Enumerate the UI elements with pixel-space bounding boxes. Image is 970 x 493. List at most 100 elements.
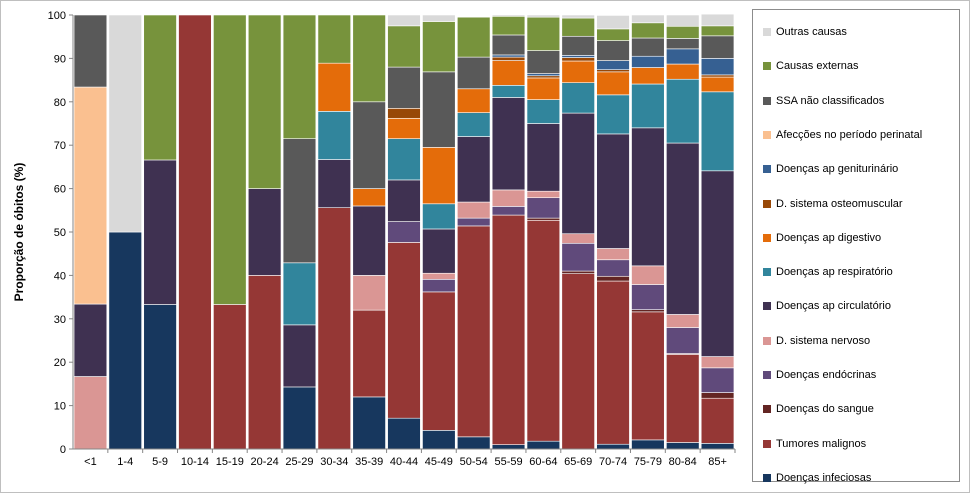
legend-swatch: [763, 96, 771, 105]
legend-label: Doenças do sangue: [776, 403, 874, 416]
legend-swatch: [763, 302, 771, 311]
bar-segment: [457, 56, 491, 90]
bar-segment: [491, 444, 526, 450]
bar-segment: [700, 367, 735, 393]
bar-segment: [73, 86, 108, 305]
x-tick-label: 10-14: [181, 456, 209, 468]
bar-segment: [108, 231, 142, 450]
bar-segment: [631, 55, 665, 68]
bar-segment: [387, 108, 421, 119]
bar-segment: [491, 97, 526, 191]
bar-segment: [561, 82, 595, 114]
legend-label: Outras causas: [776, 26, 847, 38]
bar-segment: [666, 354, 700, 443]
bar-segment: [108, 14, 142, 233]
y-tick-label: 20: [54, 357, 66, 369]
legend-label: Doenças ap respiratório: [776, 266, 893, 279]
bar-segment: [526, 217, 561, 221]
bar-segment: [666, 25, 700, 39]
bar-segment: [457, 16, 491, 58]
y-tick-label: 90: [54, 53, 66, 65]
legend-label: SSA não classificados: [776, 94, 885, 107]
bar-segment: [700, 35, 735, 59]
bar-segment: [143, 304, 177, 450]
bar-segment: [666, 14, 700, 27]
bars: [73, 13, 735, 450]
x-tick-label: 50-54: [460, 456, 488, 468]
x-tick-label: 25-29: [285, 456, 313, 468]
bar-segment: [561, 112, 595, 235]
bar-segment: [631, 22, 665, 39]
bar-segment: [596, 248, 630, 261]
bar-segment: [596, 60, 630, 70]
bar-segment: [491, 14, 526, 17]
bar-segment: [596, 71, 630, 96]
x-tick-label: 60-64: [529, 456, 557, 468]
bar-segment: [73, 14, 108, 88]
bar-segment: [282, 14, 317, 139]
y-tick-label: 50: [54, 227, 66, 239]
bar-segment: [387, 25, 421, 68]
legend-item: Tumores malignos: [763, 436, 866, 452]
legend-swatch: [763, 371, 771, 379]
y-axis-label: Proporção de óbitos (%): [12, 163, 26, 302]
bar-segment: [631, 83, 665, 129]
bar-segment: [213, 304, 247, 450]
bar-segment: [526, 14, 561, 18]
bar-segment: [352, 275, 386, 311]
bar-segment: [317, 111, 351, 160]
bar-segment: [700, 356, 735, 369]
legend-label: Doenças ap geniturinário: [776, 163, 899, 176]
bar-segment: [631, 439, 665, 450]
bar-segment: [596, 15, 630, 30]
bar-segment: [491, 54, 526, 58]
legend-item: Outras causas: [763, 24, 847, 40]
legend-label: D. sistema nervoso: [776, 334, 871, 347]
x-tick-label: 15-19: [216, 456, 244, 468]
x-tick-label: 55-59: [494, 456, 522, 468]
bar-segment: [700, 443, 735, 450]
bar-segment: [422, 228, 456, 274]
bar-segment: [457, 225, 491, 438]
bar-segment: [561, 35, 595, 56]
bar-segment: [457, 217, 491, 227]
bar-segment: [526, 99, 561, 124]
bar-segment: [247, 188, 282, 276]
bar-segment: [666, 63, 700, 80]
bar-segment: [387, 221, 421, 243]
legend-label: Causas externas: [776, 60, 859, 73]
bar-segment: [422, 203, 456, 230]
y-tick-label: 30: [54, 314, 66, 326]
bar-segment: [700, 392, 735, 399]
bar-segment: [526, 190, 561, 199]
bar-segment: [561, 60, 595, 84]
bar-segment: [596, 443, 630, 450]
bar-segment: [666, 327, 700, 354]
x-tick-label: 45-49: [425, 456, 453, 468]
bar-segment: [561, 57, 595, 62]
bar-segment: [700, 25, 735, 37]
bar-segment: [596, 40, 630, 61]
bar-segment: [596, 133, 630, 249]
bar-segment: [596, 94, 630, 135]
bar-segment: [596, 259, 630, 277]
legend-swatch: [763, 199, 771, 208]
bar-segment: [143, 14, 177, 161]
legend-item: Doenças endócrinas: [763, 367, 876, 383]
bar-segment: [631, 37, 665, 57]
bar-segment: [317, 62, 351, 112]
legend-label: Doenças ap digestivo: [776, 231, 882, 244]
bar-segment: [666, 38, 700, 50]
bar-segment: [352, 188, 386, 207]
bar-segment: [631, 67, 665, 85]
x-tick-label: 75-79: [634, 456, 662, 468]
bar-segment: [352, 205, 386, 276]
legend-swatch: [763, 233, 771, 242]
legend-swatch: [763, 268, 771, 277]
bar-segment: [387, 117, 421, 139]
bar-segment: [596, 28, 630, 41]
x-tick-label: 85+: [708, 456, 727, 468]
legend-label: Doenças infeciosas: [776, 471, 872, 484]
bar-segment: [526, 73, 561, 77]
